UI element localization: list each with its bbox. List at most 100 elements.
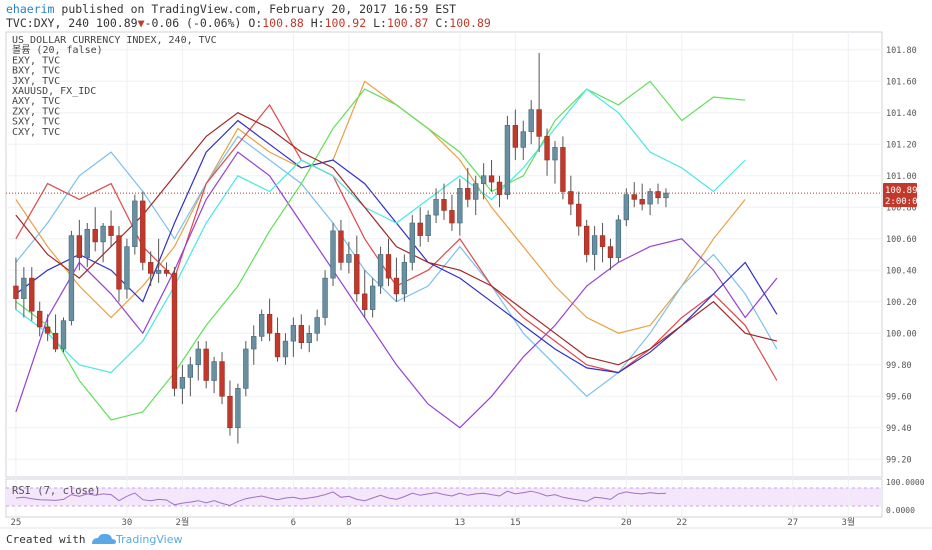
badge-countdown: 2:00:05 <box>885 197 923 207</box>
candle-body <box>496 181 503 195</box>
legend-item: ZXY, TVC <box>12 106 60 117</box>
candle-body <box>480 175 487 184</box>
candle-body <box>584 225 590 255</box>
candles <box>13 52 669 444</box>
candle-body <box>457 188 463 224</box>
candle-body <box>504 125 511 195</box>
candle-body <box>60 320 67 350</box>
candle-body <box>21 277 27 299</box>
candle-body <box>227 395 233 429</box>
legend-item: 볼륨 (20, false) <box>12 44 103 56</box>
candle-body <box>163 269 170 274</box>
author-link[interactable]: ehaerim <box>6 2 55 16</box>
tradingview-brand-link[interactable]: TradingView <box>115 533 182 546</box>
rsi-path <box>15 490 667 507</box>
badge-price: 100.89 <box>885 186 918 196</box>
price-badge: 100.89 2:00:05 <box>883 183 923 207</box>
candle-body <box>385 254 392 279</box>
candle-body <box>409 222 415 263</box>
tradingview-cloud-icon <box>92 533 116 544</box>
candle-body <box>282 340 289 358</box>
candle-body <box>663 192 669 199</box>
candle-body <box>100 225 106 243</box>
candle-body <box>639 199 645 205</box>
y-tick-label: 100.80 <box>886 203 917 213</box>
y-tick-label: 99.60 <box>886 392 912 402</box>
x-tick-label: 3월 <box>841 516 855 528</box>
candle-body <box>417 222 423 236</box>
candle-body <box>243 348 249 389</box>
high-value: 100.92 <box>325 16 367 30</box>
change-value: -0.06 (-0.06%) <box>145 16 242 30</box>
candle-body <box>29 277 35 312</box>
close-value: 100.89 <box>449 16 491 30</box>
candle-body <box>552 147 558 161</box>
legend-item: SXY, TVC <box>12 117 60 128</box>
x-tick-label: 15 <box>510 518 521 528</box>
candle-body <box>591 235 598 255</box>
x-tick-label: 8 <box>346 518 351 528</box>
y-tick-label: 100.20 <box>886 298 917 308</box>
candle-body <box>195 348 201 366</box>
candle-body <box>528 109 534 132</box>
x-tick-label: 30 <box>121 518 132 528</box>
open-value: 100.88 <box>262 16 304 30</box>
x-tick-label: 13 <box>454 518 465 528</box>
candle-body <box>92 229 98 243</box>
candle-body <box>377 254 384 287</box>
rsi-label[interactable]: RSI (7, close) <box>12 485 101 497</box>
candle-body <box>179 377 186 389</box>
candle-body <box>599 235 606 247</box>
candle-body <box>235 388 241 429</box>
candle-body <box>124 246 130 290</box>
x-tick-label: 22 <box>676 518 687 528</box>
rsi-line <box>15 490 667 507</box>
candle-body <box>615 219 622 258</box>
candle-body <box>140 200 146 263</box>
candle-body <box>132 200 138 247</box>
legend-item: CXY, TVC <box>12 127 60 138</box>
candle-body <box>647 191 653 205</box>
candle-body <box>306 332 312 343</box>
header-line-1: ehaerim published on TradingView.com, Fe… <box>6 2 456 16</box>
candle-body <box>576 203 582 227</box>
time-axis[interactable]: 25 30 2월 6 8 13 15 20 22 27 3월 <box>11 516 856 528</box>
y-tick-label: 101.60 <box>886 77 917 87</box>
rsi-tick-top: 100.0000 <box>886 478 925 487</box>
candle-body <box>322 277 328 318</box>
candle-body <box>37 310 43 328</box>
legend-item: AXY, TVC <box>12 96 60 107</box>
candle-body <box>314 317 320 334</box>
candle-body <box>449 210 455 224</box>
legend-item: JXY, TVC <box>12 76 60 87</box>
low-value: 100.87 <box>387 16 429 30</box>
x-tick-label: 2월 <box>176 516 190 528</box>
series-line <box>15 88 746 374</box>
candle-body <box>330 230 336 279</box>
header-line-2: TVC:DXY, 240 100.89▼-0.06 (-0.06%) O:100… <box>6 16 491 30</box>
candle-body <box>76 235 83 258</box>
candle-body <box>488 175 495 183</box>
series-line <box>15 80 746 334</box>
legend-item: EXY, TVC <box>12 55 60 66</box>
candle-body <box>211 361 217 381</box>
symbol-label: TVC:DXY, 240 <box>6 16 89 30</box>
price-axis[interactable]: 99.20 99.40 99.60 99.80 100.00 100.20 100.40 10… <box>886 46 917 466</box>
candle-body <box>298 325 304 344</box>
candle-body <box>536 109 542 137</box>
candle-body <box>655 191 661 199</box>
candle-body <box>401 262 408 295</box>
candle-body <box>44 326 51 334</box>
candle-body <box>512 125 519 148</box>
candle-body <box>346 254 352 263</box>
x-tick-label: 20 <box>621 518 632 528</box>
x-tick-label: 27 <box>787 518 798 528</box>
y-tick-label: 100.60 <box>886 235 917 245</box>
x-tick-label: 6 <box>291 518 296 528</box>
candle-body <box>155 269 162 274</box>
x-tick-label: 25 <box>11 518 22 528</box>
candle-body <box>544 136 550 161</box>
candle-body <box>568 191 574 205</box>
